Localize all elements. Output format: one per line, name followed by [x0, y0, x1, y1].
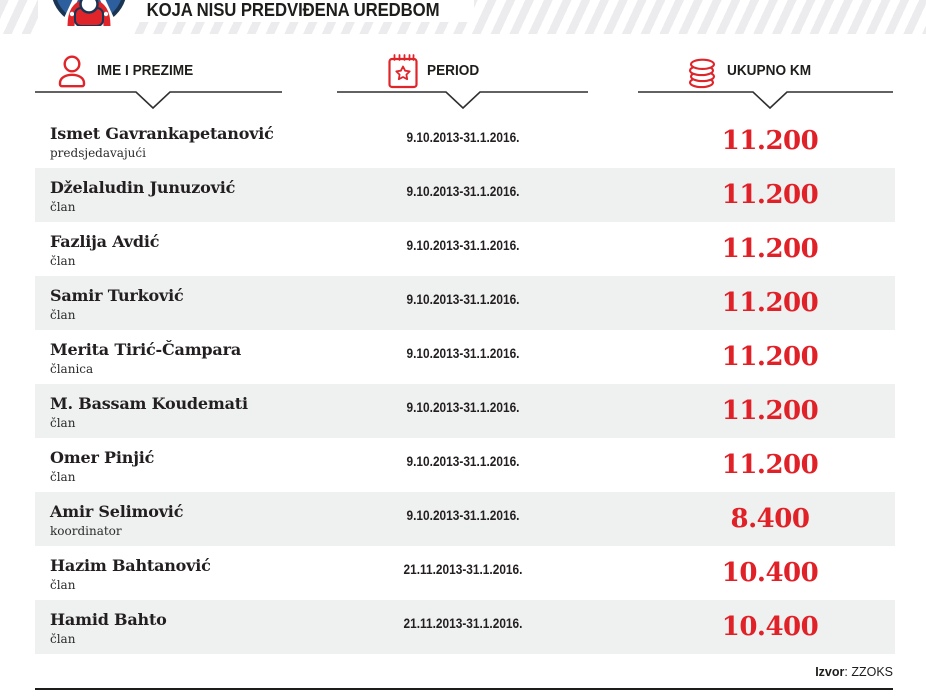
source-value: ZZOKS	[851, 665, 893, 679]
coins-icon	[688, 58, 716, 89]
column-header-period: PERIOD	[388, 52, 483, 90]
period-value: 9.10.2013-31.1.2016.	[406, 508, 520, 523]
table-row: Omer Pinjić član 9.10.2013-31.1.2016. 11…	[35, 438, 895, 492]
amount-value: 8.400	[730, 504, 810, 534]
period-value: 9.10.2013-31.1.2016.	[406, 238, 520, 253]
person-role: član	[50, 200, 76, 214]
table-row: Samir Turković član 9.10.2013-31.1.2016.…	[35, 276, 895, 330]
table-row: Amir Selimović koordinator 9.10.2013-31.…	[35, 492, 895, 546]
person-name: Omer Pinjić	[50, 448, 155, 467]
person-name: Dželaludin Junuzović	[50, 178, 236, 197]
person-role: koordinator	[50, 524, 122, 538]
table-row: Hamid Bahto član 21.11.2013-31.1.2016. 1…	[35, 600, 895, 654]
name-cell: Amir Selimović koordinator	[50, 502, 183, 538]
amount-value: 10.400	[721, 558, 819, 588]
person-role: član	[50, 308, 76, 322]
person-role: član	[50, 578, 76, 592]
period-value: 9.10.2013-31.1.2016.	[406, 346, 520, 361]
striped-header-band: KOJA NISU PREDVIĐENA UREDBOM	[0, 0, 926, 34]
person-name: Hazim Bahtanović	[50, 556, 211, 575]
table-row: Ismet Gavrankapetanović predsjedavajući …	[35, 114, 895, 168]
person-name: Amir Selimović	[50, 502, 184, 521]
column-header-total: UKUPNO KM	[686, 52, 816, 90]
period-value: 9.10.2013-31.1.2016.	[406, 400, 520, 415]
name-cell: Merita Tirić-Čampara članica	[50, 340, 241, 376]
table-row: Hazim Bahtanović član 21.11.2013-31.1.20…	[35, 546, 895, 600]
amount-value: 11.200	[721, 126, 819, 156]
period-value: 9.10.2013-31.1.2016.	[406, 292, 520, 307]
column-pointer-period	[337, 91, 588, 110]
person-role: članica	[50, 362, 94, 376]
source-label: Izvor	[815, 665, 845, 679]
table-row: Merita Tirić-Čampara članica 9.10.2013-3…	[35, 330, 895, 384]
column-header-name: IME I PREZIME	[56, 52, 199, 90]
name-cell: Samir Turković član	[50, 286, 184, 322]
calendar-icon	[388, 53, 418, 88]
fee-table: Ismet Gavrankapetanović predsjedavajući …	[35, 114, 895, 654]
name-cell: Hazim Bahtanović član	[50, 556, 211, 592]
amount-value: 10.400	[721, 612, 819, 642]
org-logo-icon	[52, 0, 126, 26]
column-header-period-label: PERIOD	[427, 63, 480, 79]
person-name: Merita Tirić-Čampara	[50, 340, 241, 359]
period-value: 21.11.2013-31.1.2016.	[403, 616, 523, 631]
source-separator: :	[844, 665, 852, 679]
amount-value: 11.200	[721, 234, 819, 264]
column-header-total-label: UKUPNO KM	[727, 63, 812, 79]
table-row: M. Bassam Koudemati član 9.10.2013-31.1.…	[35, 384, 895, 438]
person-role: član	[50, 470, 76, 484]
title-background-patch: KOJA NISU PREDVIĐENA UREDBOM	[128, 0, 474, 22]
period-value: 9.10.2013-31.1.2016.	[406, 184, 520, 199]
column-pointer-name	[35, 91, 282, 110]
name-cell: Ismet Gavrankapetanović predsjedavajući	[50, 124, 274, 160]
person-icon	[58, 55, 86, 88]
source-note: Izvor: ZZOKS	[815, 665, 893, 679]
person-role: predsjedavajući	[50, 146, 146, 160]
table-row: Dželaludin Junuzović član 9.10.2013-31.1…	[35, 168, 895, 222]
table-row: Fazlija Avdić član 9.10.2013-31.1.2016. …	[35, 222, 895, 276]
amount-value: 11.200	[721, 180, 819, 210]
amount-value: 11.200	[721, 450, 819, 480]
period-value: 21.11.2013-31.1.2016.	[403, 562, 523, 577]
person-name: Samir Turković	[50, 286, 184, 305]
page-title: KOJA NISU PREDVIĐENA UREDBOM	[146, 0, 440, 20]
person-name: M. Bassam Koudemati	[50, 394, 248, 413]
person-name: Fazlija Avdić	[50, 232, 160, 251]
person-role: član	[50, 416, 76, 430]
person-name: Hamid Bahto	[50, 610, 167, 629]
name-cell: Dželaludin Junuzović član	[50, 178, 235, 214]
amount-value: 11.200	[721, 342, 819, 372]
name-cell: Hamid Bahto član	[50, 610, 167, 646]
period-value: 9.10.2013-31.1.2016.	[406, 454, 520, 469]
column-pointer-total	[638, 91, 893, 110]
name-cell: Omer Pinjić član	[50, 448, 154, 484]
person-name: Ismet Gavrankapetanović	[50, 124, 274, 143]
bottom-rule	[35, 688, 893, 690]
name-cell: Fazlija Avdić član	[50, 232, 159, 268]
amount-value: 11.200	[721, 396, 819, 426]
column-header-name-label: IME I PREZIME	[97, 63, 194, 79]
period-value: 9.10.2013-31.1.2016.	[406, 130, 520, 145]
person-role: član	[50, 254, 76, 268]
name-cell: M. Bassam Koudemati član	[50, 394, 248, 430]
amount-value: 11.200	[721, 288, 819, 318]
person-role: član	[50, 632, 76, 646]
